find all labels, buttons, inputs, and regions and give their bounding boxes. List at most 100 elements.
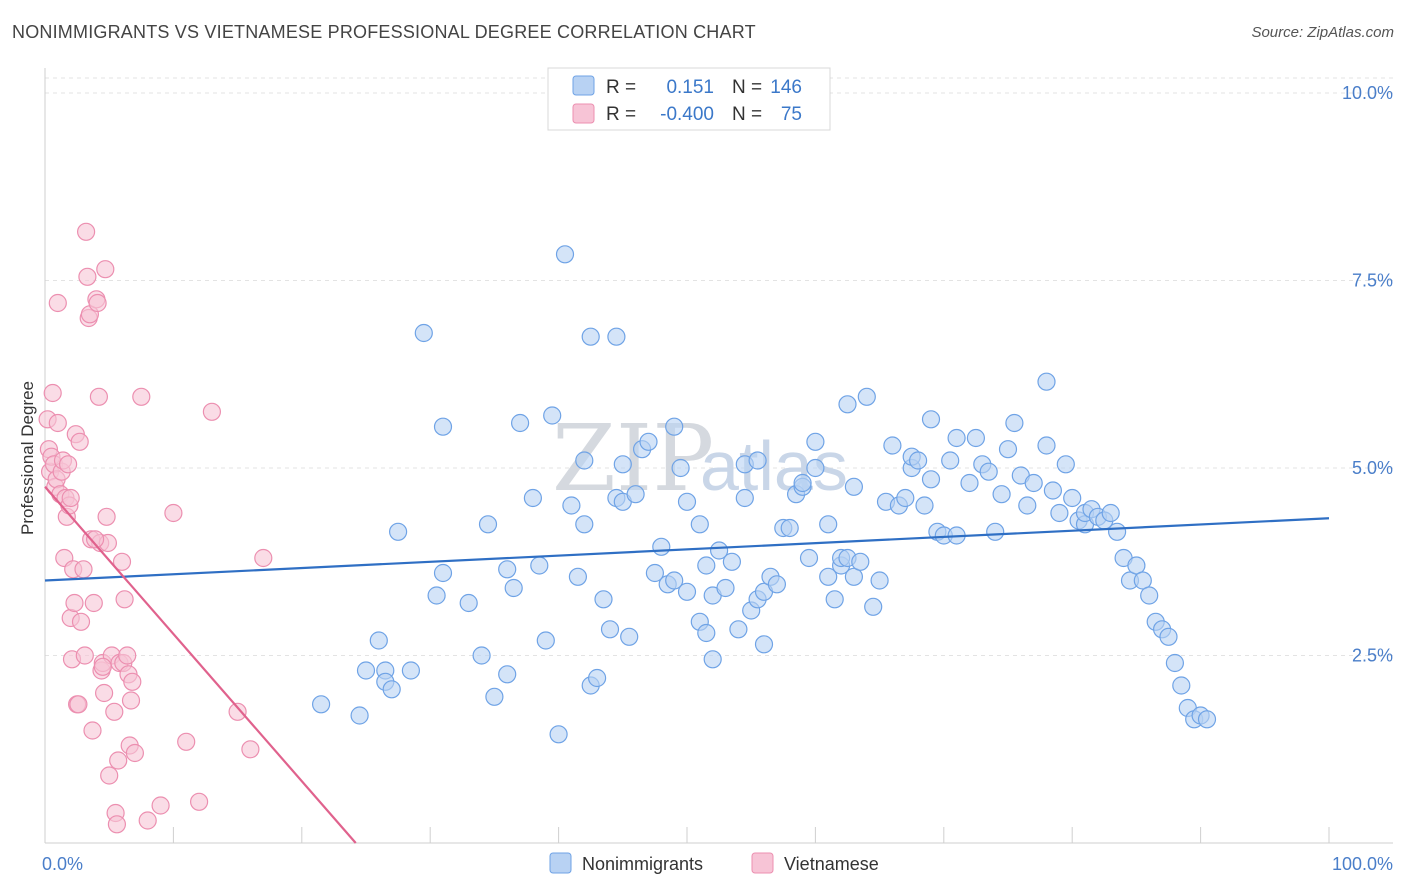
legend-r-label-1: R =: [606, 77, 636, 98]
nonimmigrants-point-31: [581, 327, 600, 346]
nonimmigrants-point-88: [851, 552, 870, 571]
nonimmigrants-point-50: [677, 492, 697, 511]
nonimmigrants-points: [312, 245, 1217, 744]
vietnamese-point-16: [58, 455, 78, 474]
nonimmigrants-point-27: [562, 496, 581, 515]
vietnamese-point-29: [76, 222, 96, 241]
nonimmigrants-point-114: [1005, 413, 1024, 433]
nonimmigrants-point-122: [1056, 455, 1075, 474]
legend-n-label-2: N =: [732, 104, 762, 125]
nonimmigrants-point-38: [613, 455, 632, 474]
nonimmigrants-point-141: [1172, 676, 1191, 695]
legend-r-label-2: R =: [606, 104, 636, 125]
nonimmigrants-point-11: [433, 563, 453, 583]
nonimmigrants-point-104: [941, 451, 960, 470]
nonimmigrants-point-20: [510, 413, 530, 433]
nonimmigrants-point-18: [498, 560, 517, 579]
nonimmigrants-point-40: [620, 627, 639, 646]
y-tick-label-1: 5.0%: [1352, 458, 1393, 478]
nonimmigrants-point-15: [478, 515, 498, 534]
nonimmigrants-point-49: [671, 458, 690, 478]
nonimmigrants-point-30: [575, 451, 594, 470]
nonimmigrants-point-48: [665, 417, 684, 436]
nonimmigrants-point-26: [555, 245, 575, 264]
nonimmigrants-point-90: [864, 597, 883, 616]
y-tick-label-2: 7.5%: [1352, 271, 1393, 291]
nonimmigrants-point-3: [369, 631, 388, 650]
source-label: Source: ZipAtlas.com: [1251, 24, 1394, 41]
nonimmigrants-point-87: [844, 567, 864, 586]
nonimmigrants-point-79: [819, 567, 838, 586]
nonimmigrants-point-72: [780, 518, 799, 538]
nonimmigrants-point-22: [530, 556, 549, 575]
nonimmigrants-point-51: [677, 582, 697, 601]
y-tick-labels: 2.5% 5.0% 7.5% 10.0%: [1342, 83, 1393, 666]
legend-bottom-label-nonimmigrants: Nonimmigrants: [582, 854, 703, 874]
nonimmigrants-point-123: [1063, 488, 1082, 508]
nonimmigrants-point-58: [709, 541, 729, 560]
vietnamese-points: [38, 222, 273, 834]
nonimmigrants-point-119: [1037, 436, 1056, 455]
x-tick-label-max: 100.0%: [1332, 854, 1393, 874]
vietnamese-point-21: [65, 593, 84, 613]
nonimmigrants-point-118: [1037, 372, 1056, 391]
legend-bottom-swatch-vietnamese: [751, 852, 774, 874]
nonimmigrants-point-14: [472, 646, 491, 665]
nonimmigrants-point-17: [498, 665, 517, 684]
x-tick-label-min: 0.0%: [42, 854, 83, 874]
nonimmigrants-point-105: [947, 428, 966, 448]
nonimmigrants-point-135: [1133, 571, 1152, 590]
nonimmigrants-point-84: [838, 395, 857, 414]
nonimmigrants-point-41: [626, 485, 645, 504]
vietnamese-point-63: [138, 811, 157, 830]
nonimmigrants-point-117: [1024, 473, 1043, 493]
legend-bottom-swatch-nonimmigrants: [549, 852, 572, 874]
legend-swatch-vietnamese: [572, 103, 595, 124]
vietnamese-point-67: [190, 792, 209, 811]
nonimmigrants-point-120: [1043, 481, 1063, 500]
vietnamese-point-38: [89, 387, 109, 406]
vietnamese-point-25: [70, 432, 89, 451]
vietnamese-point-24: [69, 695, 88, 714]
nonimmigrants-point-61: [729, 620, 748, 639]
vietnamese-point-53: [112, 552, 132, 571]
y-tick-label-0: 2.5%: [1352, 646, 1393, 666]
legend-box: [547, 67, 831, 131]
vietnamese-point-62: [132, 387, 151, 406]
vietnamese-point-28: [75, 646, 94, 665]
nonimmigrants-point-131: [1107, 522, 1127, 541]
vietnamese-point-72: [61, 488, 80, 508]
nonimmigrants-point-93: [883, 436, 902, 455]
vietnamese-point-48: [105, 702, 124, 721]
nonimmigrants-point-12: [433, 417, 453, 436]
vietnamese-point-44: [97, 507, 116, 526]
vietnamese-point-73: [85, 530, 105, 549]
vietnamese-point-61: [125, 743, 144, 763]
nonimmigrants-point-89: [857, 387, 876, 406]
vietnamese-point-66: [177, 732, 196, 751]
vietnamese-point-59: [121, 691, 141, 710]
vietnamese-point-74: [93, 657, 112, 676]
legend-n-value-2: 75: [781, 104, 802, 125]
vietnamese-point-35: [84, 593, 103, 613]
nonimmigrants-point-140: [1165, 653, 1185, 673]
nonimmigrants-point-16: [485, 687, 504, 706]
nonimmigrants-point-99: [915, 496, 934, 515]
nonimmigrants-point-21: [523, 488, 543, 508]
legend-swatch-nonimmigrants: [572, 75, 595, 96]
vietnamese-point-37: [88, 293, 107, 313]
nonimmigrants-point-29: [575, 515, 594, 534]
grid-lines: [45, 77, 1393, 656]
vietnamese-point-70: [241, 740, 260, 759]
nonimmigrants-point-0: [312, 695, 331, 714]
legend-top: R = 0.151 N = 146 R = -0.400 N = 75: [547, 67, 831, 131]
nonimmigrants-point-63: [735, 488, 754, 508]
nonimmigrants-point-91: [870, 571, 889, 590]
nonimmigrants-trend-line: [44, 517, 1330, 582]
nonimmigrants-point-76: [799, 548, 819, 568]
watermark-atlas: atlas: [700, 427, 848, 505]
vietnamese-point-8: [48, 293, 67, 313]
nonimmigrants-point-67: [754, 635, 774, 654]
nonimmigrants-point-19: [504, 578, 523, 598]
chart-title: NONIMMIGRANTS VS VIETNAMESE PROFESSIONAL…: [12, 22, 756, 42]
